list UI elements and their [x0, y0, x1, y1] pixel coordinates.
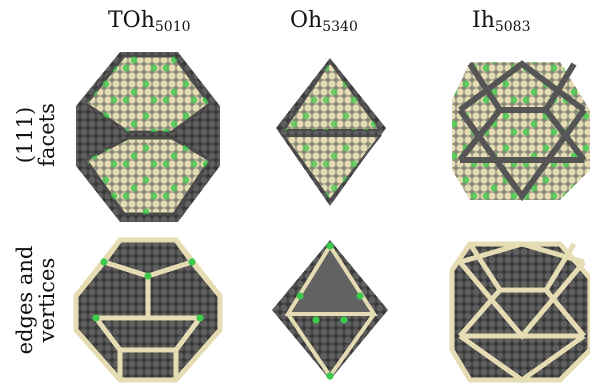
column-title-oh: Oh5340 [290, 8, 358, 35]
ih-facets-particle [452, 60, 590, 202]
column-title-ih: Ih5083 [472, 8, 531, 35]
ih-edges-particle [449, 241, 590, 383]
column-title-toh: TOh5010 [108, 8, 191, 35]
oh-edges-particle [272, 240, 388, 380]
oh-facets-particle [276, 58, 386, 206]
toh-edges-particle [73, 237, 223, 383]
toh-facets-particle [76, 52, 220, 222]
